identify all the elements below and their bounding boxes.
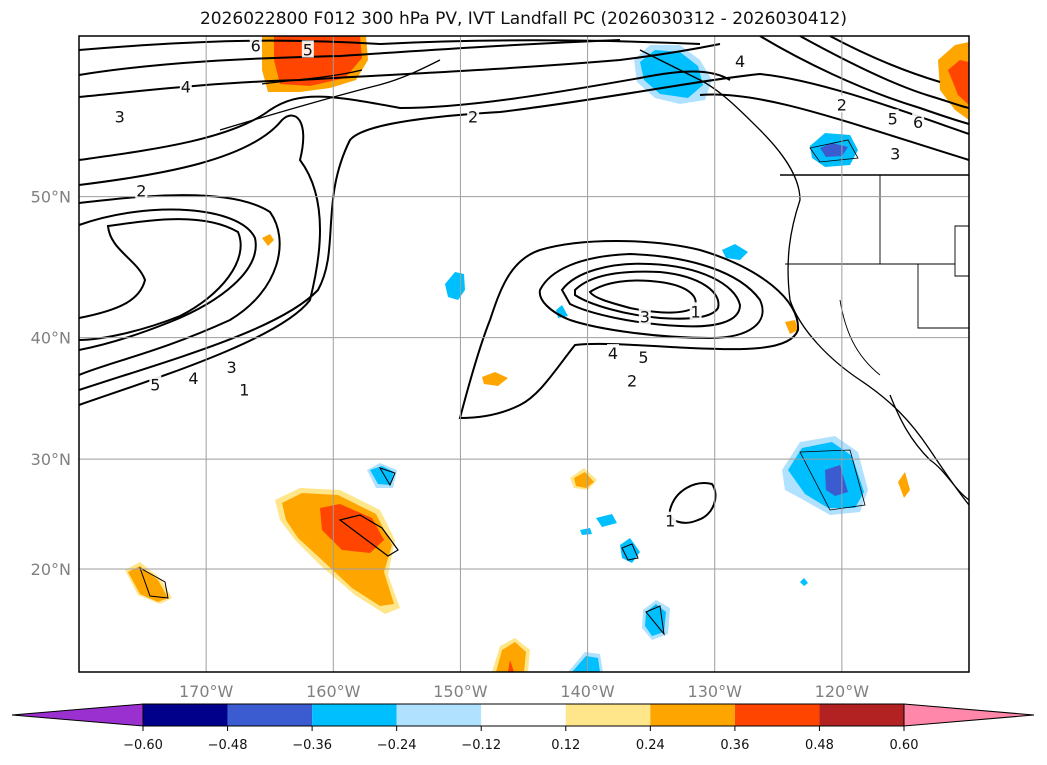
contour-label: 6 xyxy=(251,37,261,56)
contour-label: 2 xyxy=(468,108,478,127)
contour-label: 3 xyxy=(115,108,125,127)
lat-tick-labels: 50°N 40°N 30°N 20°N xyxy=(31,188,71,579)
colorbar-segment xyxy=(481,704,566,726)
contour-label: 5 xyxy=(888,109,898,128)
colorbar-segment xyxy=(734,704,820,726)
contour-label: 1 xyxy=(239,380,249,399)
contour-label: 5 xyxy=(638,348,648,367)
contour-label: 2 xyxy=(627,372,637,391)
contour-label: 6 xyxy=(913,113,923,132)
contour-label: 2 xyxy=(136,181,146,200)
lat-tick-label: 40°N xyxy=(31,329,71,348)
colorbar-extend-low xyxy=(11,703,144,727)
lat-tick-label: 30°N xyxy=(31,450,71,469)
lon-tick-labels: 170°W 160°W 150°W 140°W 130°W 120°W xyxy=(179,682,869,701)
colorbar-tick-label: −0.24 xyxy=(377,738,417,753)
colorbar-extend-high xyxy=(903,703,1035,727)
contour-label: 4 xyxy=(735,52,745,71)
colorbar-tick-label: −0.60 xyxy=(123,738,163,753)
contour-label: 4 xyxy=(188,369,198,388)
lat-tick-label: 20°N xyxy=(31,560,71,579)
colorbar-tick-label: 0.36 xyxy=(720,738,749,753)
lon-tick-label: 160°W xyxy=(306,682,361,701)
colorbar-tick-label: 0.48 xyxy=(805,738,834,753)
colorbar-segment xyxy=(227,704,313,726)
gridlines xyxy=(79,36,969,672)
contour-label: 2 xyxy=(837,95,847,114)
map-frame xyxy=(78,35,970,673)
lon-tick-label: 130°W xyxy=(688,682,743,701)
lon-tick-label: 170°W xyxy=(179,682,234,701)
coastlines xyxy=(139,49,970,636)
colorbar-segment xyxy=(312,704,397,726)
lon-tick-label: 140°W xyxy=(560,682,615,701)
colorbar-segment xyxy=(819,704,904,726)
contour-label: 5 xyxy=(150,375,160,394)
colorbar-segment xyxy=(565,704,651,726)
lon-tick-label: 150°W xyxy=(433,682,488,701)
map-title: 2026022800 F012 300 hPa PV, IVT Landfall… xyxy=(199,9,847,29)
contour-label: 3 xyxy=(640,308,650,327)
colorbar-segment xyxy=(143,704,228,726)
contour-label: 4 xyxy=(608,344,618,363)
colorbar-tick-label: 0.24 xyxy=(636,738,665,753)
contour-label: 3 xyxy=(226,358,236,377)
contour-label: 4 xyxy=(181,78,191,97)
contour-label: 1 xyxy=(691,302,701,321)
contour-label: 5 xyxy=(303,40,313,59)
colorbar-tick-label: −0.48 xyxy=(208,738,248,753)
colorbar-tick-label: 0.60 xyxy=(890,738,919,753)
lat-tick-label: 50°N xyxy=(31,188,71,207)
colorbar-segment xyxy=(650,704,735,726)
contour-label: 3 xyxy=(890,145,900,164)
colorbar-tick-label: −0.12 xyxy=(461,738,501,753)
colorbar-tick-label: −0.36 xyxy=(292,738,332,753)
ivt-contour-central-1 xyxy=(458,240,800,420)
lon-tick-label: 120°W xyxy=(815,682,870,701)
contour-label: 1 xyxy=(665,512,675,531)
colorbar-tick-label: 0.12 xyxy=(551,738,580,753)
colorbar-segment xyxy=(396,704,482,726)
colorbar: −0.60 −0.48 −0.36 −0.24 −0.12 0.12 0.24 0.36 0.4… xyxy=(11,703,1035,753)
